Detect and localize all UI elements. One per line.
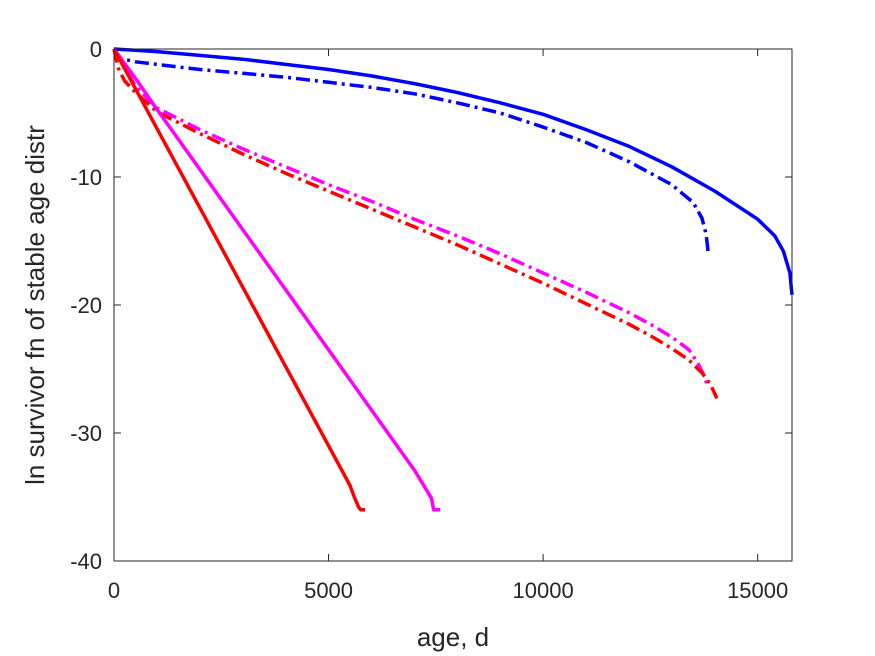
ticks-group <box>113 48 792 562</box>
series-line-3 <box>112 48 710 389</box>
x-tick-labels: 0 5000 10000 15000 <box>108 578 788 603</box>
series-line-2 <box>112 48 711 254</box>
series-line-4 <box>112 48 719 400</box>
x-tick-label: 10000 <box>513 578 574 603</box>
x-tick-label: 5000 <box>304 578 353 603</box>
y-tick-label: -10 <box>70 165 102 190</box>
series-line-1 <box>113 47 794 295</box>
y-tick-label: -40 <box>70 549 102 574</box>
series-line-6 <box>112 48 365 512</box>
x-axis-label: age, d <box>417 622 489 652</box>
y-axis-label: ln survivor fn of stable age distr <box>20 125 50 485</box>
series-line-5 <box>112 47 441 512</box>
y-tick-labels: 0 -10 -20 -30 -40 <box>70 37 102 574</box>
plot-area <box>114 49 792 561</box>
x-tick-label: 0 <box>108 578 120 603</box>
series-group <box>112 47 794 512</box>
y-tick-label: -30 <box>70 421 102 446</box>
x-tick-label: 15000 <box>727 578 788 603</box>
y-tick-label: -20 <box>70 293 102 318</box>
y-tick-label: 0 <box>90 37 102 62</box>
